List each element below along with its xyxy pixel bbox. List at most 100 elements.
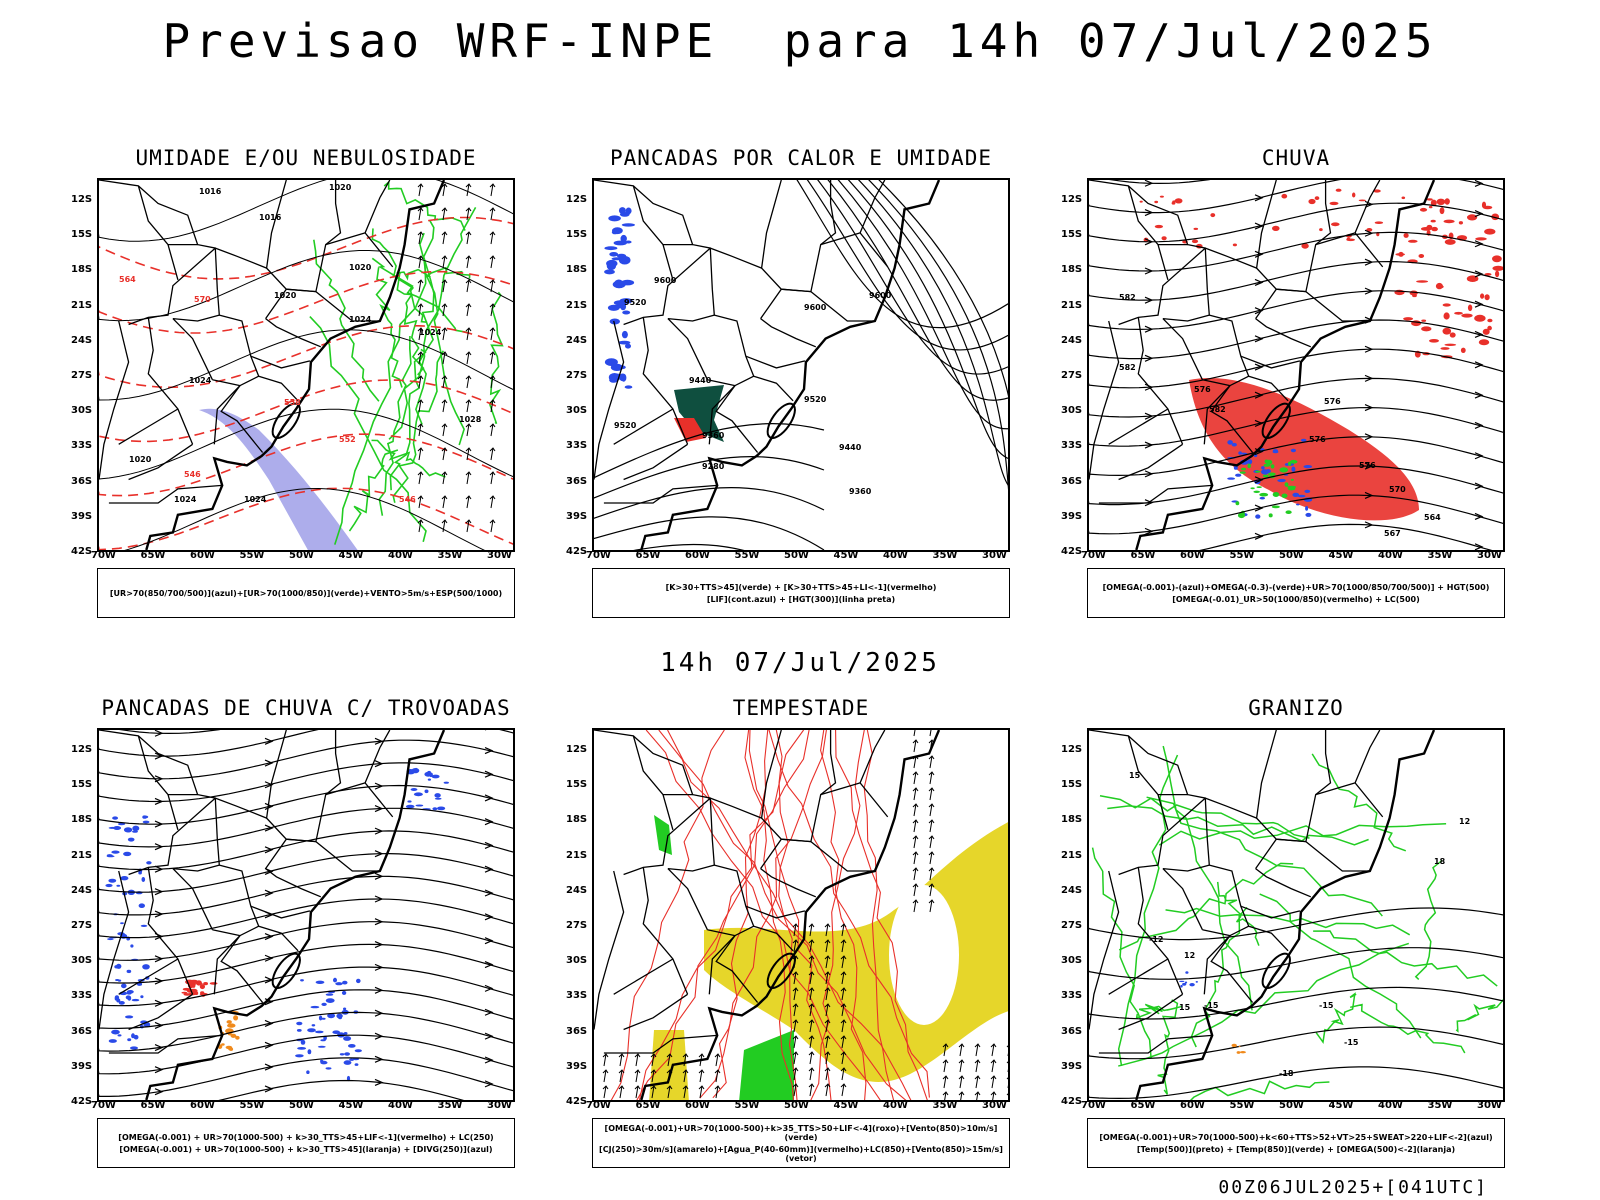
lon-tick-label: 50W [289, 1100, 314, 1111]
state-border [594, 870, 625, 1030]
state-border [108, 1034, 223, 1054]
lat-tick-label: 30S [566, 955, 588, 967]
rain-red-area [1408, 239, 1418, 243]
state-border [1162, 314, 1210, 322]
lon-tick-label: 50W [289, 550, 314, 561]
divergence-blue-area [354, 1063, 359, 1066]
divergence-blue-area [108, 878, 117, 883]
streamline-arrow [484, 818, 494, 826]
contour-label: 9600 [654, 276, 677, 285]
map-panel[interactable] [592, 728, 1010, 1102]
divergence-blue-area [415, 804, 424, 807]
wind-vector [792, 923, 799, 937]
humidity-1000-850-contour [392, 350, 445, 503]
map-panel[interactable]: 582 582 576 576 582 576 576 570 564 567 [1087, 178, 1505, 552]
wind-vector [912, 803, 919, 817]
lifted-index-contour [613, 240, 627, 246]
rain-red-area [1358, 199, 1366, 202]
lon-tick-label: 65W [140, 550, 166, 561]
lagoon-outline [271, 402, 301, 439]
rain-red-area [1478, 339, 1490, 346]
lifted-index-contour [620, 302, 627, 311]
rain-red-area [1232, 243, 1237, 247]
divergence-blue-area [142, 820, 150, 824]
map-panel[interactable]: 9600 9520 9440 9520 9360 9280 9600 9600 9520 9440… [592, 178, 1010, 552]
state-border [710, 797, 762, 819]
rain-red-area [1429, 339, 1439, 343]
divergence-blue-area [343, 1036, 352, 1041]
streamline-arrow [1474, 543, 1484, 550]
wind-vector [824, 923, 831, 937]
divergence-blue-area [131, 1033, 135, 1039]
thunder-orange-area [226, 1020, 232, 1024]
divergence-blue-area [325, 993, 334, 996]
rain-red-area [1435, 282, 1443, 290]
state-border [1162, 864, 1210, 872]
divergence-blue-area [354, 1049, 362, 1053]
contour-label: 15 [1179, 1003, 1191, 1012]
rain-red-area [1366, 228, 1373, 232]
map-panel[interactable] [97, 728, 515, 1102]
state-border [258, 925, 299, 952]
divergence-blue-area [300, 979, 304, 982]
streamline-arrow [1144, 267, 1154, 275]
divergence-blue-area [297, 1047, 307, 1050]
state-border [147, 867, 194, 995]
contour-label: 576 [1309, 435, 1326, 444]
state-border [258, 375, 299, 402]
state-border [667, 314, 715, 322]
lat-tick-label: 30S [71, 405, 93, 417]
legend-line: [OMEGA(-0.01)_UR>50(1000/850)(vermelho) … [1172, 594, 1420, 604]
panel-legend: [OMEGA(-0.001)-(azul)+OMEGA(-0.3)-(verde… [1087, 568, 1505, 618]
wind-vector [417, 351, 424, 365]
lat-tick-label: 27S [71, 920, 93, 931]
lat-tick-label: 24S [1061, 334, 1083, 346]
rain-red-area [1495, 270, 1500, 278]
streamline-arrow [1254, 278, 1264, 287]
rain-red-area [1454, 311, 1463, 315]
omega-orange-area [1238, 1045, 1241, 1048]
lon-tick-label: 60W [190, 1100, 215, 1111]
rain-red-area [1419, 207, 1428, 212]
map-panel[interactable]: 1016 1016 1020 1020 1020 1024 1024 1020 1024 1024… [97, 178, 515, 552]
streamline-arrow [1254, 363, 1264, 371]
state-border [1089, 870, 1120, 1030]
lon-tick-label: 70W [1081, 1100, 1106, 1111]
state-border [1162, 868, 1203, 930]
wind-vector [808, 923, 815, 937]
omega-blue-area [1278, 478, 1286, 482]
humidity-850-500-area [199, 408, 358, 550]
wind-vector [942, 1059, 949, 1073]
state-border [1089, 180, 1254, 453]
wind-vector [465, 375, 472, 389]
contour-label: 1016 [259, 213, 282, 222]
streamline-arrow [1364, 229, 1374, 237]
temp850-contour [1313, 930, 1498, 987]
wind-vector [1006, 1077, 1008, 1088]
map-panel[interactable]: -12 -15 -15 -15 -18 12 15 12 18 15 [1087, 728, 1505, 1102]
omega-blue-area [1255, 514, 1261, 519]
wind-vector [808, 987, 815, 1001]
contour-label: 1020 [274, 291, 297, 300]
state-border [710, 247, 762, 269]
state-border [613, 958, 674, 995]
divergence-blue-area [306, 1070, 310, 1074]
lagoon-outline [1261, 952, 1291, 989]
wind-vector [714, 1053, 721, 1067]
lon-tick-label: 55W [734, 550, 760, 561]
rain-red-area [1482, 328, 1490, 335]
wind-vector [465, 519, 472, 533]
streamline-arrow [484, 865, 494, 873]
rain-red-area [1467, 214, 1478, 221]
precip-water-contour [645, 730, 881, 1100]
wind-vector [602, 1053, 609, 1067]
precip-water-contour [744, 730, 795, 1100]
contour-label: 12 [1184, 951, 1195, 960]
streamline-arrow [1364, 374, 1374, 382]
streamline-arrow [154, 1021, 164, 1029]
lifted-index-contour [621, 223, 635, 227]
lon-tick-label: 70W [91, 550, 116, 561]
hail-blue-area [1179, 980, 1185, 983]
wind-vector [824, 1083, 831, 1097]
temp850-contour [1107, 805, 1369, 846]
